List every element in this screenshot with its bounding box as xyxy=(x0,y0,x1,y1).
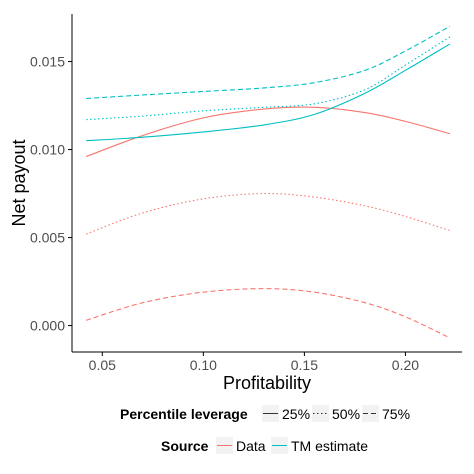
x-tick-label: 0.20 xyxy=(392,357,419,373)
legend-color-key-tm xyxy=(271,437,288,454)
series-layer xyxy=(85,25,451,339)
legend-linetype-key-75 xyxy=(362,405,379,422)
y-tick-label: 0.010 xyxy=(30,142,65,158)
legend-color-key-data xyxy=(216,437,233,454)
series-line-data-25 xyxy=(85,106,451,158)
series-line-tm-estimate-25 xyxy=(86,43,451,142)
y-tick-label: 0.005 xyxy=(30,230,65,246)
series-line-data-75 xyxy=(85,288,451,339)
x-tick-label: 0.15 xyxy=(291,357,318,373)
legend-linetype-label-25: 25% xyxy=(282,406,310,422)
x-tick-label: 0.10 xyxy=(190,357,217,373)
legend-color-label-data: Data xyxy=(236,438,266,454)
y-axis-title: Net payout xyxy=(9,139,29,226)
legend-color: Source Data TM estimate xyxy=(161,437,368,454)
legend-linetype-key-25 xyxy=(262,405,279,422)
series-line-tm-estimate-75 xyxy=(86,25,451,100)
legend-linetype-label-50: 50% xyxy=(332,406,360,422)
legend-linetype-key-50 xyxy=(312,405,329,422)
y-tick-label: 0.015 xyxy=(30,54,65,70)
legend-color-label-tm: TM estimate xyxy=(291,438,368,454)
legend-color-title: Source xyxy=(161,438,209,454)
series-line-tm-estimate-50 xyxy=(86,36,451,121)
legend-linetype: Percentile leverage 25% 50% 75% xyxy=(120,405,410,422)
x-tick-label: 0.05 xyxy=(89,357,116,373)
y-tick-label: 0.000 xyxy=(30,318,65,334)
legend-linetype-label-75: 75% xyxy=(382,406,410,422)
ticks-layer: 0.05 0.10 0.15 0.20 0.000 0.005 0.010 0.015 xyxy=(30,54,419,373)
x-axis-title: Profitability xyxy=(223,373,311,393)
legend-linetype-title: Percentile leverage xyxy=(120,406,248,422)
axes-layer xyxy=(71,14,462,353)
series-line-data-50 xyxy=(85,192,451,235)
